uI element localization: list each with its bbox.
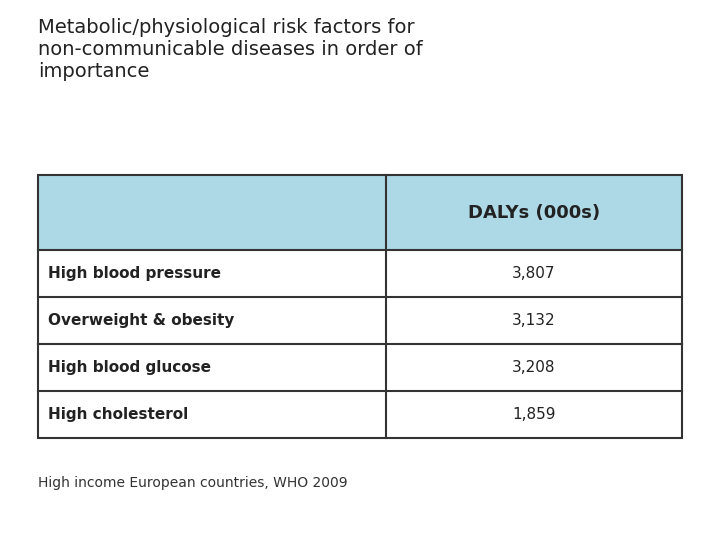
- Text: 1,859: 1,859: [512, 407, 556, 422]
- Bar: [38, 175, 682, 438]
- Text: Metabolic/physiological risk factors for
non-communicable diseases in order of
i: Metabolic/physiological risk factors for…: [38, 18, 423, 81]
- Text: 3,208: 3,208: [512, 360, 556, 375]
- Text: 3,132: 3,132: [512, 313, 556, 328]
- Text: 3,807: 3,807: [512, 266, 556, 281]
- Text: High cholesterol: High cholesterol: [48, 407, 188, 422]
- Text: High income European countries, WHO 2009: High income European countries, WHO 2009: [38, 476, 348, 490]
- Text: High blood pressure: High blood pressure: [48, 266, 221, 281]
- Text: Overweight & obesity: Overweight & obesity: [48, 313, 235, 328]
- Text: High blood glucose: High blood glucose: [48, 360, 211, 375]
- Text: DALYs (000s): DALYs (000s): [468, 204, 600, 221]
- Bar: [38, 175, 682, 250]
